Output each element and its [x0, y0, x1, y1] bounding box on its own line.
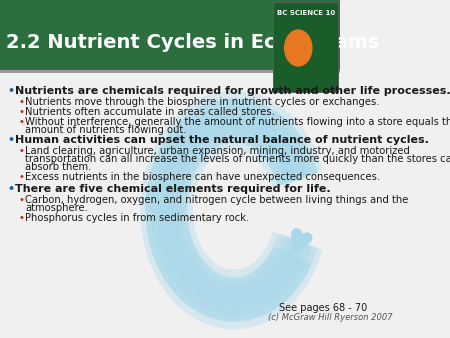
Text: •: • — [19, 117, 25, 127]
Circle shape — [285, 30, 312, 66]
Text: Without interference, generally the amount of nutrients flowing into a store equ: Without interference, generally the amou… — [25, 117, 450, 127]
Text: See pages 68 - 70: See pages 68 - 70 — [279, 303, 368, 313]
FancyBboxPatch shape — [273, 2, 338, 92]
Text: Land clearing, agriculture, urban expansion, mining, industry, and motorized: Land clearing, agriculture, urban expans… — [25, 146, 410, 156]
Text: •: • — [19, 213, 25, 223]
Text: •: • — [19, 97, 25, 107]
Text: absorb them.: absorb them. — [25, 162, 91, 172]
Text: Nutrients are chemicals required for growth and other life processes.: Nutrients are chemicals required for gro… — [15, 86, 450, 96]
Text: Nutrients move through the biosphere in nutrient cycles or exchanges.: Nutrients move through the biosphere in … — [25, 97, 379, 107]
FancyBboxPatch shape — [0, 72, 340, 338]
Text: •: • — [19, 172, 25, 182]
Text: •: • — [19, 107, 25, 117]
Text: 2.2 Nutrient Cycles in Ecosystems: 2.2 Nutrient Cycles in Ecosystems — [6, 32, 379, 51]
Circle shape — [306, 60, 325, 84]
Text: (c) McGraw Hill Ryerson 2007: (c) McGraw Hill Ryerson 2007 — [268, 313, 393, 322]
Text: There are five chemical elements required for life.: There are five chemical elements require… — [15, 184, 331, 194]
Text: •: • — [8, 86, 15, 96]
FancyBboxPatch shape — [0, 70, 340, 73]
Text: •: • — [19, 195, 25, 205]
Text: transportation can all increase the levels of nutrients more quickly than the st: transportation can all increase the leve… — [25, 154, 450, 164]
Text: Carbon, hydrogen, oxygen, and nitrogen cycle between living things and the: Carbon, hydrogen, oxygen, and nitrogen c… — [25, 195, 408, 205]
Text: Excess nutrients in the biosphere can have unexpected consequences.: Excess nutrients in the biosphere can ha… — [25, 172, 380, 182]
Text: amount of nutrients flowing out.: amount of nutrients flowing out. — [25, 125, 186, 135]
Text: BC SCIENCE 10: BC SCIENCE 10 — [277, 10, 335, 16]
Text: •: • — [8, 184, 15, 194]
FancyBboxPatch shape — [273, 2, 338, 92]
Text: Phosphorus cycles in from sedimentary rock.: Phosphorus cycles in from sedimentary ro… — [25, 213, 249, 223]
FancyBboxPatch shape — [0, 0, 340, 72]
Text: atmosphere.: atmosphere. — [25, 203, 88, 213]
Text: Human activities can upset the natural balance of nutrient cycles.: Human activities can upset the natural b… — [15, 135, 429, 145]
Text: •: • — [19, 146, 25, 156]
Text: •: • — [8, 135, 15, 145]
Text: Nutrients often accumulate in areas called stores.: Nutrients often accumulate in areas call… — [25, 107, 274, 117]
